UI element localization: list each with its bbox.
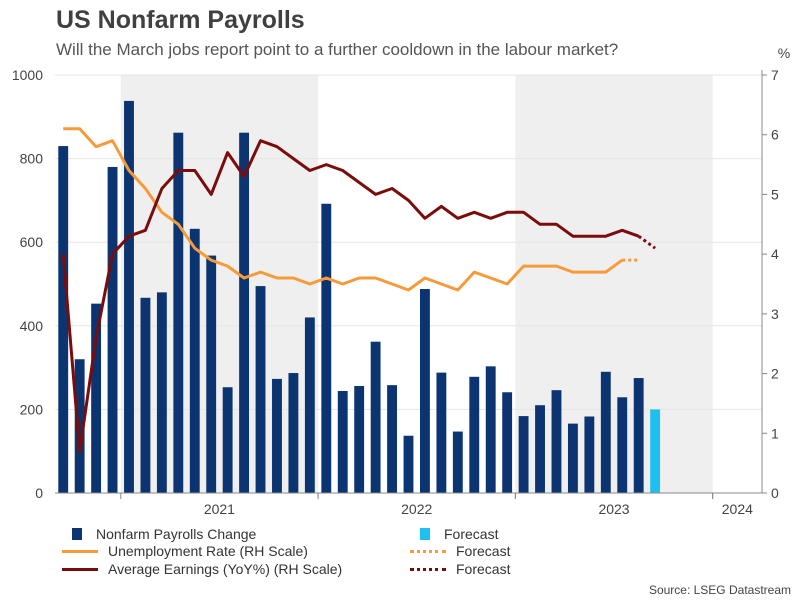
- right-tick-label: 7: [771, 67, 779, 83]
- chart-title: US Nonfarm Payrolls: [56, 6, 305, 34]
- right-tick-label: 0: [771, 485, 779, 501]
- legend-earnings-swatch: [62, 567, 98, 571]
- payrolls-bar-2021-02: [140, 297, 151, 493]
- payrolls-bar-2021-09: [255, 286, 266, 493]
- payrolls-bar-2023-06: [600, 371, 611, 493]
- payrolls-bar-2023-07: [617, 397, 628, 493]
- year-label: 2022: [401, 501, 432, 517]
- payrolls-bar-2021-12: [304, 317, 315, 493]
- left-tick-label: 0: [35, 485, 43, 501]
- right-tick-label: 3: [771, 306, 779, 322]
- legend-forecast-unemployment-label: Forecast: [456, 543, 511, 559]
- legend-unemployment: Unemployment Rate (RH Scale): [62, 543, 308, 559]
- payrolls-bar-2022-04: [370, 341, 381, 493]
- year-label: 2023: [598, 501, 629, 517]
- payrolls-bar-2023-08: [633, 378, 644, 493]
- legend-forecast-earnings: Forecast: [410, 561, 510, 577]
- payrolls-bar-2023-05: [584, 416, 595, 493]
- legend-forecast-bar: Forecast: [420, 526, 498, 542]
- payrolls-bar-2022-10: [469, 376, 480, 493]
- legend-forecast-unemployment-swatch: [410, 549, 446, 553]
- payrolls-bar-2023-02: [535, 405, 545, 493]
- right-tick-label: 4: [771, 246, 779, 262]
- payrolls-bar-2020-12: [107, 166, 118, 493]
- legend-forecast-earnings-label: Forecast: [456, 561, 511, 577]
- payrolls-bar-2021-11: [288, 373, 299, 493]
- payrolls-bar-2021-06: [206, 255, 217, 493]
- payrolls-bar-2022-05: [387, 385, 397, 493]
- chart-subtitle: Will the March jobs report point to a fu…: [56, 40, 619, 59]
- left-tick-label: 800: [20, 151, 44, 167]
- legend-payrolls-label: Nonfarm Payrolls Change: [96, 526, 257, 542]
- year-label: 2024: [722, 501, 753, 517]
- payrolls-bar-2023-03: [551, 390, 562, 493]
- payrolls-bar-2021-08: [239, 132, 250, 493]
- legend-forecast-bar-label: Forecast: [444, 526, 499, 542]
- right-tick-label: 2: [771, 366, 779, 382]
- legend-forecast-bar-swatch: [420, 528, 430, 540]
- payrolls-bar-2020-09: [58, 146, 69, 493]
- payrolls-bar-2021-07: [222, 387, 233, 493]
- payrolls-bar-2020-11: [91, 303, 102, 493]
- left-tick-label: 600: [20, 234, 44, 250]
- right-tick-label: 1: [771, 425, 779, 441]
- forecast-bar-2023-09: [650, 409, 661, 493]
- payrolls-bar-2022-07: [420, 289, 430, 493]
- right-axis-unit: %: [778, 45, 790, 61]
- left-tick-label: 400: [20, 318, 44, 334]
- earnings-line: [61, 139, 640, 453]
- payrolls-bar-2022-01: [321, 203, 332, 493]
- shaded-band-2023: [515, 75, 713, 493]
- legend-payrolls: Nonfarm Payrolls Change: [72, 526, 256, 542]
- payrolls-bar-2023-04: [567, 423, 578, 493]
- payrolls-bar-2022-02: [337, 391, 348, 493]
- shaded-band-2021: [120, 75, 319, 493]
- payrolls-bar-2021-01: [124, 100, 134, 493]
- payrolls-bar-2022-09: [452, 431, 463, 493]
- year-label: 2021: [204, 501, 235, 517]
- legend-unemployment-swatch: [62, 549, 98, 553]
- payrolls-bar-2021-03: [156, 292, 167, 493]
- legend-earnings: Average Earnings (YoY%) (RH Scale): [62, 561, 342, 577]
- payrolls-bar-2022-06: [403, 435, 414, 493]
- payrolls-bar-2020-10: [74, 359, 85, 493]
- payrolls-bar-2023-01: [518, 416, 529, 493]
- payrolls-bar-2021-04: [173, 132, 184, 493]
- legend-earnings-label: Average Earnings (YoY%) (RH Scale): [108, 561, 343, 577]
- payrolls-bar-2021-10: [272, 378, 282, 493]
- legend-unemployment-label: Unemployment Rate (RH Scale): [108, 543, 308, 559]
- left-tick-label: 1000: [12, 67, 43, 83]
- legend-bar-swatch: [72, 528, 82, 540]
- payrolls-bar-2022-11: [485, 366, 496, 493]
- right-tick-label: 5: [771, 186, 779, 202]
- right-tick-label: 6: [771, 127, 779, 143]
- payrolls-bar-2022-08: [436, 372, 447, 493]
- legend-forecast-unemployment: Forecast: [410, 543, 510, 559]
- payrolls-bar-2021-05: [189, 228, 200, 493]
- payrolls-bar-2022-03: [354, 385, 365, 493]
- payrolls-bar-2022-12: [502, 392, 513, 493]
- left-tick-label: 200: [20, 401, 44, 417]
- source-note: Source: LSEG Datastream: [648, 583, 791, 597]
- legend-forecast-earnings-swatch: [410, 567, 446, 571]
